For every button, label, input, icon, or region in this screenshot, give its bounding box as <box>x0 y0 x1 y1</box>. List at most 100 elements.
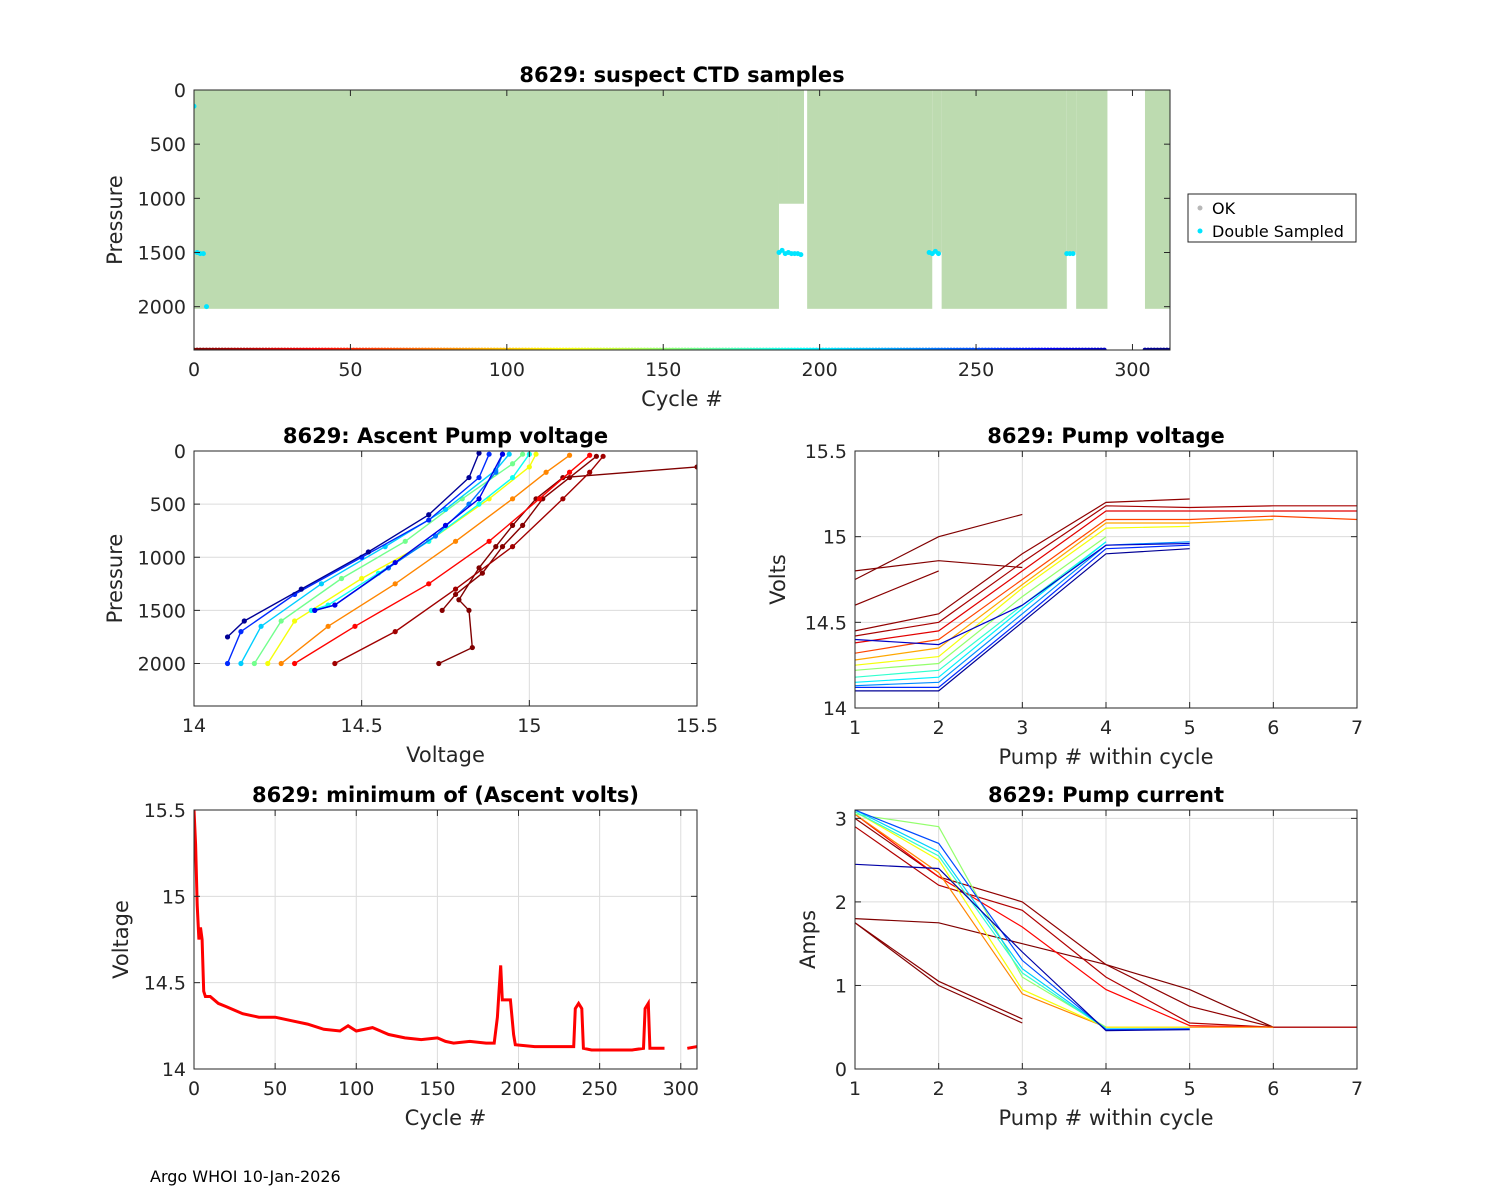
double-sampled-point <box>936 251 942 257</box>
pumpa-y-tick-label: 3 <box>835 808 847 830</box>
ctd-x-tick-label: 300 <box>1114 359 1150 381</box>
ascent-data-point <box>469 644 475 651</box>
ctd-x-axis-label: Cycle # <box>641 387 723 411</box>
ctd-x-tick-label: 100 <box>489 359 525 381</box>
ascent-data-point <box>452 591 459 598</box>
min-voltage-line <box>687 1045 697 1050</box>
ascent-data-point <box>476 496 482 502</box>
pumpa-y-tick-label: 2 <box>835 892 847 914</box>
ascent-data-point <box>402 538 408 544</box>
ascent-y-tick-label: 500 <box>150 494 186 516</box>
ascent-data-point <box>499 451 506 457</box>
pumpv-y-tick-label: 14.5 <box>805 612 847 634</box>
ascent-data-point <box>436 660 442 667</box>
minv-x-tick-label: 100 <box>338 1078 374 1100</box>
pumpa-x-tick-label: 2 <box>933 1078 945 1100</box>
ascent-data-point <box>292 618 298 624</box>
ascent-axes-box <box>193 450 698 707</box>
ascent-data-point <box>533 451 539 457</box>
ok-sample-band <box>941 90 1067 309</box>
pumpa-series-line <box>855 811 1190 1028</box>
pumpa-x-axis-label: Pump # within cycle <box>999 1106 1214 1130</box>
ascent-data-point <box>452 586 459 592</box>
ascent-data-point <box>278 618 284 624</box>
legend-ok-marker <box>1197 205 1203 211</box>
pumpv-series-line <box>855 544 1190 689</box>
pumpa-series-line <box>855 922 1023 1024</box>
pumpv-series-line <box>855 515 1357 654</box>
ascent-data-point <box>509 544 516 550</box>
ascent-data-point <box>338 575 345 582</box>
pumpv-x-tick-label: 1 <box>849 717 861 739</box>
pumpv-series-line <box>855 510 1357 644</box>
minv-x-tick-label: 50 <box>263 1078 287 1100</box>
pumpv-series-line <box>855 513 1023 581</box>
ctd-y-tick-label: 2000 <box>138 297 186 319</box>
pumpa-y-tick-label: 0 <box>835 1059 847 1081</box>
double-sampled-point <box>194 103 197 109</box>
ok-sample-band <box>778 90 804 204</box>
ascent-data-point <box>392 559 398 566</box>
ascent-data-point <box>560 496 566 502</box>
ok-sample-band <box>1066 90 1077 253</box>
ascent-data-point <box>439 607 445 613</box>
minv-x-tick-label: 0 <box>188 1078 200 1100</box>
ascent-y-tick-label: 0 <box>174 441 186 463</box>
ascent-data-point <box>543 469 549 475</box>
pumpv-y-tick-label: 15 <box>823 527 847 549</box>
pumpv-x-tick-label: 4 <box>1100 717 1112 739</box>
ascent-data-point <box>587 452 593 458</box>
pumpv-series-line <box>855 542 1190 646</box>
ascent-data-point <box>442 506 449 513</box>
ok-sample-band <box>194 90 779 309</box>
ascent-plot-area <box>194 451 697 706</box>
pumpv-series-line <box>855 570 939 606</box>
ascent-x-tick-label: 15.5 <box>676 715 718 737</box>
pumpa-x-tick-label: 3 <box>1016 1078 1028 1100</box>
pumpa-y-tick-label: 1 <box>835 975 847 997</box>
ctd-axes: 0 50 100 150 200 250 300 0 500 1000 1500 2000 8629: … <box>103 63 1357 411</box>
ascent-data-point <box>536 496 542 502</box>
legend-double-marker <box>1197 228 1203 234</box>
pumpa-x-tick-label: 6 <box>1267 1078 1279 1100</box>
ascent-data-point <box>600 453 606 459</box>
ascent-data-point <box>486 451 492 457</box>
ascent-data-point <box>506 451 512 457</box>
ascent-data-point <box>566 452 573 458</box>
footer-text: Argo WHOI 10-Jan-2026 <box>150 1167 341 1186</box>
double-sampled-point <box>798 252 804 258</box>
double-sampled-point <box>200 251 206 257</box>
ctd-x-tick-label: 200 <box>802 359 838 381</box>
ascent-data-point <box>298 586 304 592</box>
ctd-y-tick-label: 0 <box>174 80 186 102</box>
ascent-data-point <box>499 544 506 550</box>
pumpv-series-line <box>855 525 1190 666</box>
pumpv-series-line <box>855 560 1023 572</box>
ascent-data-point <box>278 660 284 667</box>
pumpv-series-line <box>855 548 1190 692</box>
ctd-y-tick-label: 1000 <box>138 188 186 210</box>
ascent-data-point <box>442 522 449 528</box>
ctd-y-tick-label: 1500 <box>138 243 186 265</box>
ascent-data-point <box>466 474 472 481</box>
minv-x-tick-label: 200 <box>500 1078 536 1100</box>
pumpv-x-axis-label: Pump # within cycle <box>999 745 1214 769</box>
ascent-data-point <box>352 623 358 629</box>
ctd-y-axis-label: Pressure <box>103 175 127 265</box>
ctd-x-tick-label: 150 <box>645 359 681 381</box>
ascent-x-tick-label: 14.5 <box>341 715 383 737</box>
minv-x-axis-label: Cycle # <box>405 1106 487 1130</box>
pumpa-series-line <box>855 810 1190 1031</box>
minv-axes-box <box>193 809 698 1070</box>
ascent-y-tick-label: 2000 <box>138 654 186 676</box>
ascent-data-point <box>241 618 247 624</box>
ascent-data-point <box>292 660 298 667</box>
ascent-data-point <box>258 623 264 629</box>
ascent-series-line <box>314 453 504 612</box>
minv-y-axis-label: Voltage <box>109 900 133 979</box>
pumpv-series-line <box>855 498 1190 632</box>
pumpa-series-line <box>855 813 1274 1028</box>
ascent-data-point <box>332 602 338 608</box>
